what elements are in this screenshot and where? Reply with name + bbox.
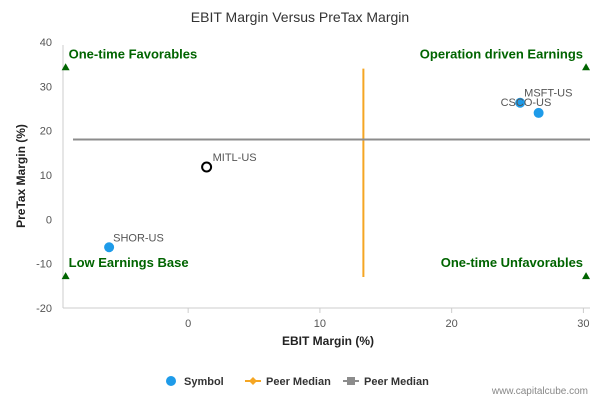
legend-label: Peer Median <box>364 376 429 388</box>
y-tick-label: -20 <box>36 303 52 315</box>
quadrant-marker-icon <box>582 63 591 71</box>
legend-label: Symbol <box>184 376 224 388</box>
y-tick-label: 10 <box>40 170 52 182</box>
x-tick-label: 10 <box>314 318 326 330</box>
point-label: CSCO-US <box>501 97 552 109</box>
y-ticks: -20 -10 0 10 20 30 40 <box>36 37 52 315</box>
data-point <box>201 161 213 173</box>
x-tick-label: 0 <box>185 318 191 330</box>
point-label: SHOR-US <box>113 232 164 244</box>
y-tick-label: 40 <box>40 37 52 49</box>
quadrant-labels: One-time Favorables Operation driven Earn… <box>61 46 591 280</box>
point-label: MITL-US <box>213 152 257 164</box>
legend-square-icon <box>347 377 355 385</box>
quadrant-label: One-time Favorables <box>69 46 198 61</box>
median-lines <box>73 68 590 277</box>
quadrant-label: Operation driven Earnings <box>420 46 583 61</box>
legend: Symbol Peer Median Peer Median <box>166 376 429 388</box>
plot-area: 0 10 20 30 -20 -10 0 10 20 30 40 One-time Favorab… <box>36 37 591 330</box>
x-ticks: 0 10 20 30 <box>185 308 590 330</box>
y-tick-label: -10 <box>36 259 52 271</box>
x-tick-label: 20 <box>446 318 458 330</box>
data-point <box>515 97 526 108</box>
x-axis-title: EBIT Margin (%) <box>282 334 374 348</box>
quadrant-marker-icon <box>61 272 70 280</box>
quadrant-marker-icon <box>61 63 70 71</box>
point-label: MSFT-US <box>524 88 572 100</box>
legend-diamond-icon <box>249 377 257 385</box>
y-tick-label: 0 <box>46 214 52 226</box>
y-tick-label: 20 <box>40 126 52 138</box>
y-tick-label: 30 <box>40 81 52 93</box>
legend-label: Peer Median <box>266 376 331 388</box>
quadrant-label: Low Earnings Base <box>69 255 189 270</box>
quadrant-marker-icon <box>582 272 591 280</box>
data-point <box>104 242 115 253</box>
legend-symbol-icon <box>166 376 176 386</box>
chart-title: EBIT Margin Versus PreTax Margin <box>191 9 409 25</box>
y-axis-title: PreTax Margin (%) <box>14 124 28 228</box>
credit-text: www.capitalcube.com <box>491 386 588 397</box>
x-tick-label: 30 <box>577 318 589 330</box>
data-point <box>533 107 544 118</box>
quadrant-label: One-time Unfavorables <box>441 255 583 270</box>
